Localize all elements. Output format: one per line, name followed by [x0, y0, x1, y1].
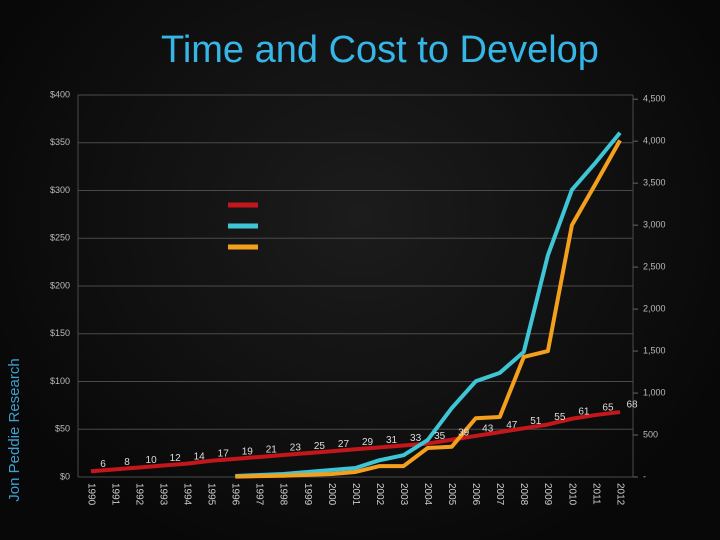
x-tick-label: 2011: [590, 483, 601, 505]
data-label: 31: [386, 435, 398, 446]
x-tick-label: 1996: [230, 483, 241, 506]
data-label: 55: [554, 412, 566, 423]
x-tick-label: 1997: [254, 483, 265, 506]
y-tick-label: $150: [50, 328, 70, 338]
x-tick-label: 2003: [398, 483, 409, 506]
x-tick-label: 1991: [109, 483, 120, 506]
y2-tick-label: 2,000: [643, 303, 666, 313]
source: Jon Peddie Research: [6, 358, 23, 501]
data-label: 12: [170, 453, 182, 464]
y-tick-label: $250: [50, 233, 70, 243]
data-label: 19: [242, 446, 254, 457]
data-label: 21: [266, 445, 278, 456]
x-tick-label: 1993: [157, 483, 168, 506]
data-label: 14: [194, 451, 206, 462]
y-tick-label: $300: [50, 185, 70, 195]
data-label: 29: [362, 437, 374, 448]
data-label: 43: [482, 424, 494, 435]
data-label: 6: [100, 459, 106, 470]
y2-tick-label: 4,500: [643, 94, 666, 104]
x-tick-label: 2004: [422, 483, 433, 506]
x-tick-label: 1992: [133, 483, 144, 506]
y-tick-label: $400: [50, 89, 70, 99]
x-tick-label: 2005: [446, 483, 457, 506]
x-tick-label: 2001: [350, 483, 361, 506]
y-tick-label: $200: [50, 280, 70, 290]
legend-swatch: [228, 223, 258, 229]
y2-tick-label: 2,500: [643, 261, 666, 271]
y2-tick-label: 3,500: [643, 178, 666, 188]
y-tick-label: $100: [50, 376, 70, 386]
data-label: 35: [434, 431, 446, 442]
y2-tick-label: 3,000: [643, 220, 666, 230]
line-series: [90, 410, 621, 474]
data-label: 25: [314, 441, 326, 452]
y-tick-label: $50: [55, 424, 70, 434]
data-label: 33: [410, 433, 422, 444]
x-tick-label: 1999: [302, 483, 313, 506]
chart-title: Time and Cost to Develop: [161, 29, 599, 71]
data-label: 8: [124, 457, 130, 468]
x-tick-label: 1995: [206, 483, 217, 506]
x-tick-label: 2010: [566, 483, 577, 506]
data-label: 17: [218, 448, 230, 459]
line-series: [235, 131, 622, 478]
data-label: 39: [458, 427, 470, 438]
y2-tick-label: 1,000: [643, 387, 666, 397]
y-tick-label: $0: [60, 471, 70, 481]
y2-tick-label: 500: [643, 429, 658, 439]
legend-swatch: [228, 244, 258, 250]
data-label: 23: [290, 443, 302, 454]
y2-tick-label: 1,500: [643, 345, 666, 355]
x-tick-label: 2000: [326, 483, 337, 506]
x-tick-label: 2006: [470, 483, 481, 506]
data-label: 68: [626, 400, 638, 411]
x-tick-label: 2007: [494, 483, 505, 506]
x-tick-label: 2008: [518, 483, 529, 506]
data-label: 65: [602, 403, 614, 414]
x-tick-label: 2012: [614, 483, 625, 506]
x-tick-label: 2002: [374, 483, 385, 506]
line-series: [235, 139, 622, 479]
x-tick-label: 1990: [85, 483, 96, 506]
y2-tick-label: -: [643, 471, 646, 481]
y2-tick-label: 4,000: [643, 136, 666, 146]
x-tick-label: 1994: [182, 483, 193, 506]
data-label: 27: [338, 439, 350, 450]
legend-swatch: [228, 202, 258, 208]
data-label: 47: [506, 420, 518, 431]
x-tick-label: 1998: [278, 483, 289, 506]
data-label: 51: [530, 416, 542, 427]
x-tick-label: 2009: [542, 483, 553, 506]
y-tick-label: $350: [50, 137, 70, 147]
data-label: 61: [578, 406, 590, 417]
data-label: 10: [146, 455, 158, 466]
